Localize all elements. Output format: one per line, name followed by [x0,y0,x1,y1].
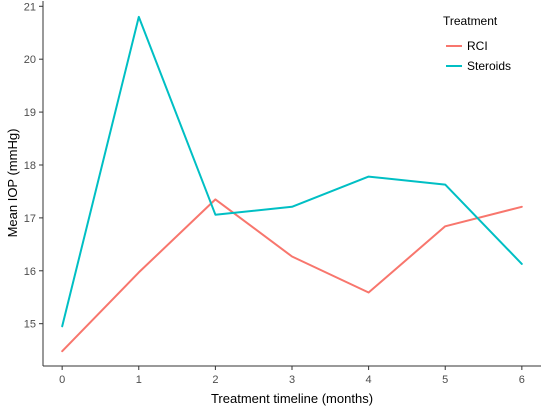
series-group [61,15,523,353]
x-tick-label: 4 [366,374,372,386]
legend-label-steroids: Steroids [467,59,511,73]
y-ticks: 15 16 17 18 19 20 21 [24,1,43,331]
x-tick-label: 2 [212,374,218,386]
y-tick-label: 21 [24,1,36,13]
series-line-steroids [61,15,523,328]
x-tick-label: 5 [442,374,448,386]
legend: Treatment RCI Steroids [443,14,511,73]
y-axis: 15 16 17 18 19 20 21 [24,1,44,366]
y-tick-label: 15 [24,319,36,331]
x-axis-title: Treatment timeline (months) [211,391,373,406]
x-axis: 0 1 2 3 4 5 6 [43,365,541,386]
x-tick-label: 0 [59,374,65,386]
y-tick-label: 20 [24,54,36,66]
y-tick-label: 19 [24,107,36,119]
series-line-rci [61,198,523,353]
x-tick-label: 1 [136,374,142,386]
legend-title: Treatment [443,14,498,28]
y-axis-title: Mean IOP (mmHg) [5,129,20,238]
x-tick-label: 3 [289,374,295,386]
legend-label-rci: RCI [467,39,488,53]
y-tick-label: 17 [24,213,36,225]
x-tick-label: 6 [519,374,525,386]
x-ticks: 0 1 2 3 4 5 6 [59,366,525,386]
y-tick-label: 16 [24,266,36,278]
y-tick-label: 18 [24,160,36,172]
legend-items: RCI Steroids [446,39,511,73]
